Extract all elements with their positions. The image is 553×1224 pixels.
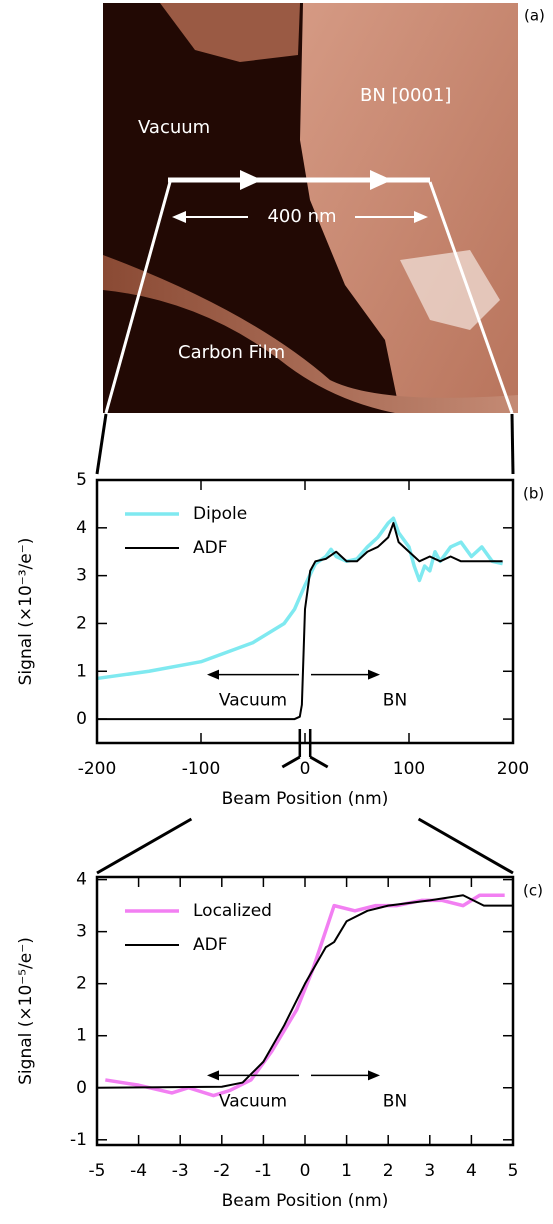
legend-label: ADF xyxy=(193,538,228,558)
x-tick-label: 0 xyxy=(300,759,311,779)
x-tick-label: -4 xyxy=(130,1161,147,1181)
y-tick-label: 2 xyxy=(76,613,87,633)
zoom-line xyxy=(417,817,514,875)
x-tick-label: -200 xyxy=(78,759,117,779)
x-tick-label: 2 xyxy=(383,1161,394,1181)
y-tick-label: 3 xyxy=(76,566,87,586)
panel-label: (a) xyxy=(524,7,545,25)
zoom-line xyxy=(309,755,329,769)
legend-label: Dipole xyxy=(193,504,247,524)
y-tick-label: 0 xyxy=(76,709,87,729)
y-tick-label: 1 xyxy=(76,661,87,681)
annotation: Vacuum xyxy=(219,691,287,711)
image-annotation: BN [0001] xyxy=(360,85,451,106)
panel-label: (b) xyxy=(523,485,544,503)
x-tick-label: 0 xyxy=(300,1161,311,1181)
x-tick-label: -5 xyxy=(89,1161,106,1181)
x-tick-label: 4 xyxy=(466,1161,477,1181)
y-axis-label: Signal (×10⁻³/e⁻) xyxy=(16,538,36,686)
chart: 0 1 2 3 4 5 -200 -100 0 100 200 Beam Position (nm) S… xyxy=(16,470,544,809)
zoom-line xyxy=(510,413,515,475)
annotation: Vacuum xyxy=(219,1091,287,1111)
data-line xyxy=(105,893,505,1098)
x-tick-label: 200 xyxy=(497,759,529,779)
x-axis-label: Beam Position (nm) xyxy=(222,789,389,809)
y-tick-label: 4 xyxy=(76,518,87,538)
y-tick-label: 5 xyxy=(76,470,87,490)
zoom-line xyxy=(96,817,193,875)
data-line xyxy=(96,516,503,681)
legend-label: ADF xyxy=(193,935,228,955)
y-tick-label: 0 xyxy=(76,1078,87,1098)
x-tick-label: 1 xyxy=(341,1161,352,1181)
annotation-arrow xyxy=(368,669,380,680)
image-annotation: Carbon Film xyxy=(178,342,285,363)
annotation: BN xyxy=(383,1091,407,1111)
x-axis-label: Beam Position (nm) xyxy=(222,1191,389,1211)
y-tick-label: 4 xyxy=(76,870,87,890)
y-tick-label: 3 xyxy=(76,922,87,942)
plot-frame xyxy=(95,875,515,1147)
image-annotation: 400 nm xyxy=(267,206,336,227)
y-tick-label: -1 xyxy=(70,1130,87,1150)
x-tick-label: -100 xyxy=(182,759,221,779)
y-tick-label: 1 xyxy=(76,1026,87,1046)
y-axis-label: Signal (×10⁻⁵/e⁻) xyxy=(16,937,36,1085)
annotation-arrow xyxy=(368,1070,380,1081)
x-tick-label: -3 xyxy=(172,1161,189,1181)
annotation-arrow xyxy=(207,1070,219,1081)
annotation-arrow xyxy=(207,669,219,680)
x-tick-label: -2 xyxy=(213,1161,230,1181)
chart: -1 0 1 2 3 4 -5 -4 -3 -2 -1 0 1 2 3 4 5 Beam Position (nm… xyxy=(16,870,543,1211)
x-tick-label: 5 xyxy=(508,1161,519,1181)
legend-label: Localized xyxy=(193,901,272,921)
x-tick-label: -1 xyxy=(255,1161,272,1181)
zoom-line xyxy=(95,413,108,475)
zoom-line xyxy=(281,755,301,769)
data-line xyxy=(97,522,503,721)
y-tick-label: 2 xyxy=(76,974,87,994)
x-tick-label: 3 xyxy=(424,1161,435,1181)
micrograph: Vacuum BN [0001] 400 nm Carbon Film (a) xyxy=(103,3,545,414)
plot-frame xyxy=(95,478,515,745)
panel-label: (c) xyxy=(523,882,543,900)
image-annotation: Vacuum xyxy=(138,117,210,138)
x-tick-label: 100 xyxy=(393,759,425,779)
annotation: BN xyxy=(383,691,407,711)
